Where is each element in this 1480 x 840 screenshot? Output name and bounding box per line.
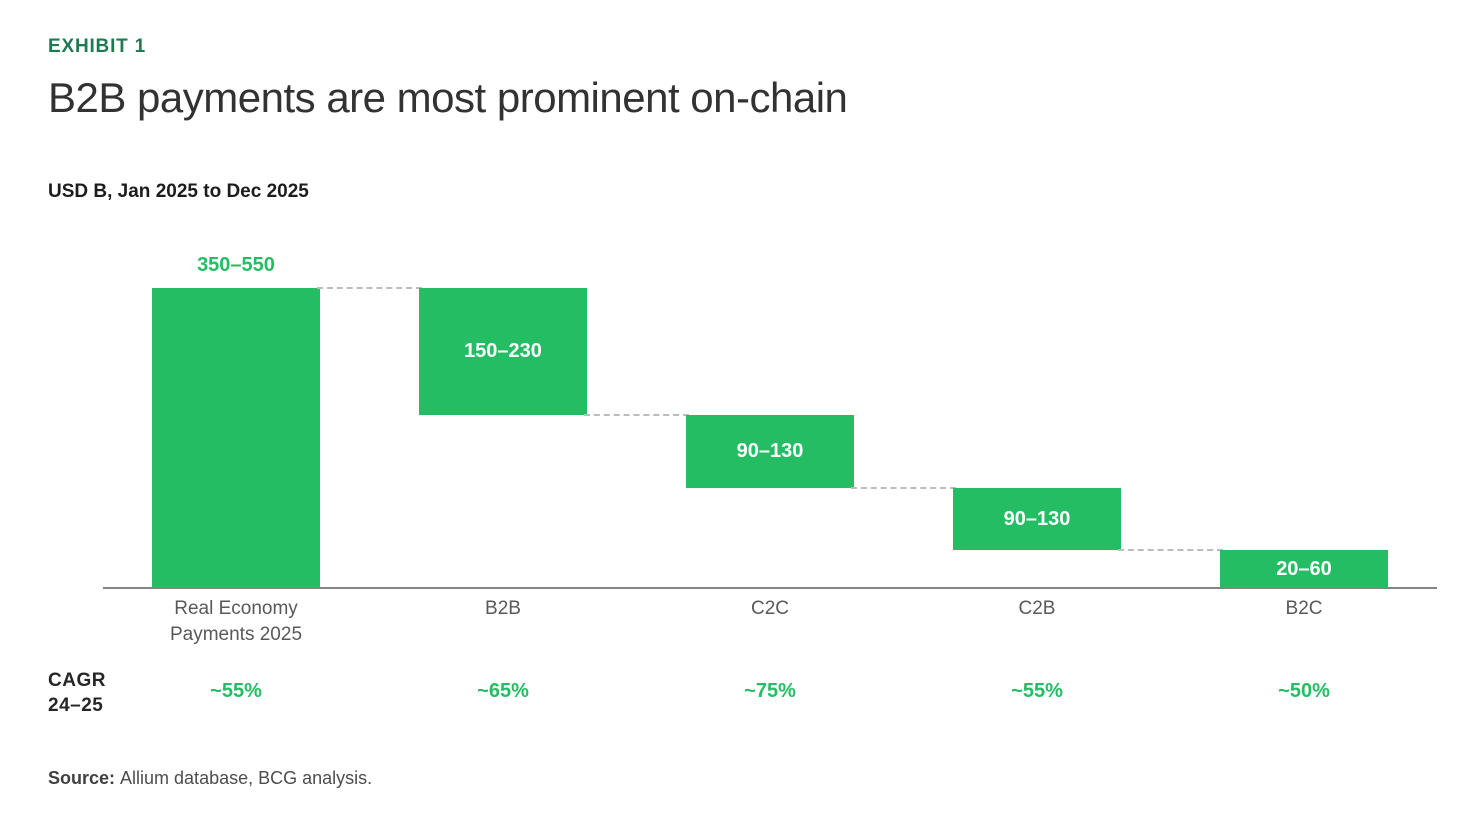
bar-value-label: 90–130 [1003, 508, 1071, 530]
category-label: C2C [750, 598, 789, 619]
bar-value-label: 90–130 [736, 440, 804, 463]
chart-unit-subtitle: USD B, Jan 2025 to Dec 2025 [48, 181, 309, 202]
waterfall-bar: 20–60 [1220, 550, 1388, 588]
source-label: Source: [48, 768, 116, 788]
bar-value-label: 350–550 [197, 254, 275, 276]
category-label: C2B [1018, 598, 1056, 619]
connector-line [317, 287, 422, 289]
bar-value-label: 150–230 [464, 340, 542, 363]
connector-line [584, 413, 689, 416]
source-note: Source: Allium database, BCG analysis. [48, 768, 372, 789]
connector-line [851, 487, 956, 489]
category-label: B2B [485, 598, 521, 619]
cagr-row-label: CAGR 24–25 [48, 670, 106, 716]
waterfall-bar: 90–130 [686, 414, 854, 488]
page-title: B2B payments are most prominent on-chain [48, 74, 848, 121]
waterfall-bar: 150–230 [419, 288, 587, 415]
exhibit-label: EXHIBIT 1 [48, 36, 146, 57]
category-label: Real Economy Payments 2025 [169, 598, 303, 645]
x-axis-line [103, 587, 1437, 589]
waterfall-chart: CAGR 24–25 350–550 Real Economy Payments … [0, 230, 1480, 720]
cagr-value: ~55% [1011, 680, 1063, 702]
waterfall-bar: 90–130 [953, 488, 1121, 550]
waterfall-bar [152, 288, 320, 588]
cagr-value: ~50% [1278, 680, 1330, 702]
category-label: B2C [1285, 598, 1323, 619]
source-text: Allium database, BCG analysis. [120, 768, 373, 788]
cagr-value: ~55% [210, 680, 262, 702]
bar-value-label: 20–60 [1276, 558, 1332, 580]
cagr-value: ~65% [477, 680, 529, 702]
connector-line [1118, 549, 1223, 551]
cagr-value: ~75% [744, 680, 796, 702]
